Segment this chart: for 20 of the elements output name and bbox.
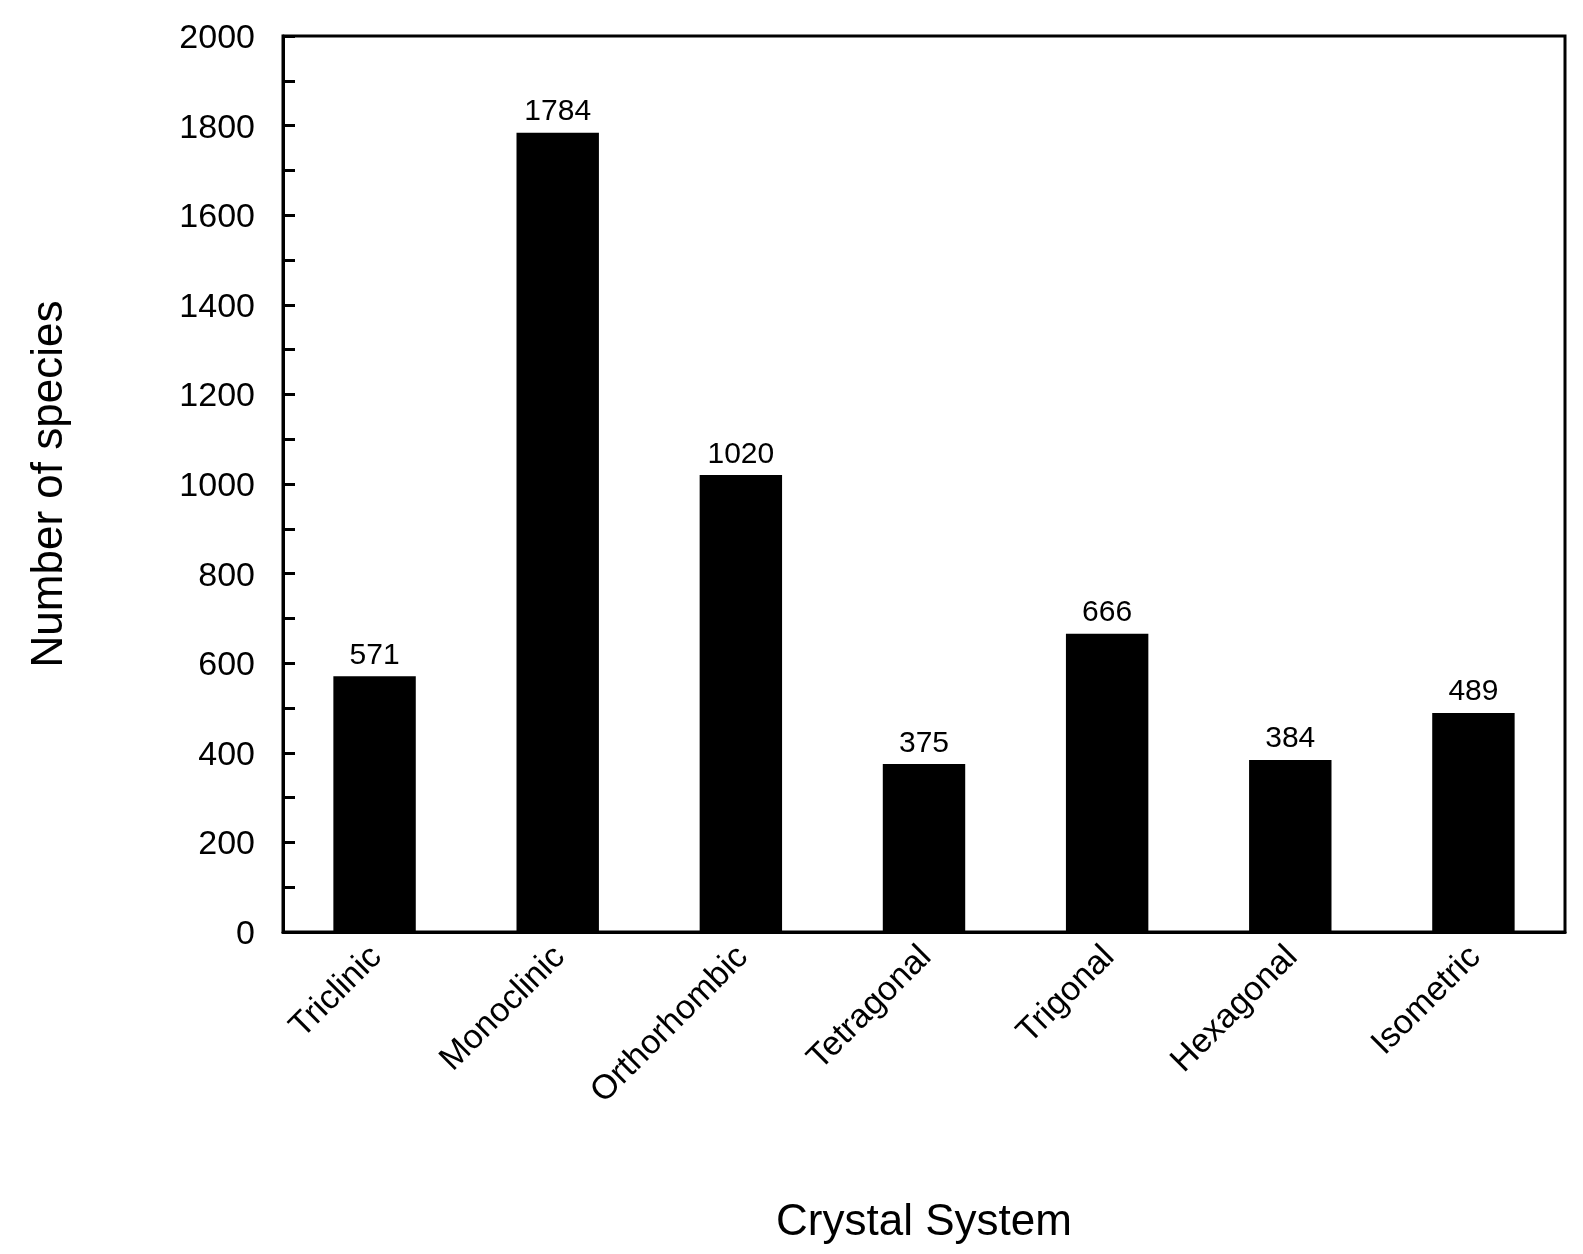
y-tick-label: 0: [236, 913, 255, 951]
data-label: 384: [1265, 720, 1316, 754]
data-label: 489: [1448, 673, 1499, 707]
y-tick-label: 1400: [179, 285, 255, 324]
data-label: 1784: [524, 93, 592, 127]
data-label: 571: [349, 636, 400, 670]
y-tick-label: 1200: [179, 375, 255, 414]
data-label: 375: [898, 724, 950, 758]
x-axis-title: Crystal System: [776, 1194, 1072, 1244]
y-tick-label: 1600: [179, 196, 255, 235]
data-label: 666: [1082, 594, 1133, 628]
data-label: 1020: [707, 435, 775, 469]
y-tick-label: 400: [198, 733, 255, 772]
y-tick-label: 1800: [179, 106, 255, 145]
y-tick-label: 1000: [179, 465, 255, 503]
y-tick-label: 600: [198, 644, 255, 683]
y-axis-title: Number of species: [21, 300, 71, 668]
y-tick-label: 200: [198, 823, 255, 862]
y-tick-label: 800: [198, 554, 255, 593]
y-tick-label: 2000: [179, 17, 255, 55]
